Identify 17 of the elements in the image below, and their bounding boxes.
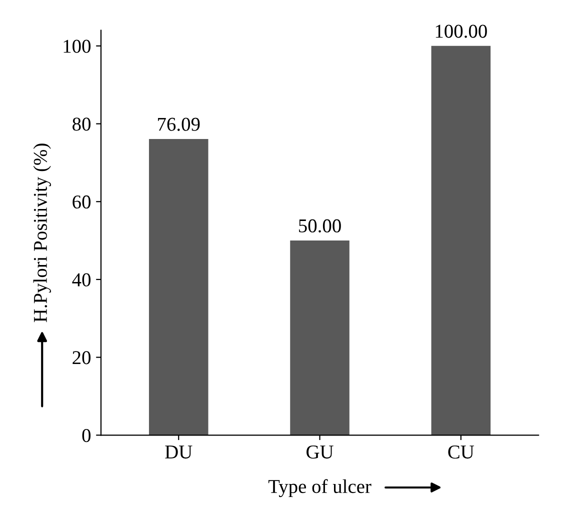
- x-tick-label: DU: [165, 446, 192, 459]
- bar: [290, 240, 350, 436]
- data-label: 100.00: [436, 24, 487, 38]
- bar: [148, 138, 208, 436]
- x-tick-label: CU: [448, 446, 474, 459]
- y-tick-label: 100: [64, 40, 91, 53]
- y-tick-label: 0: [82, 428, 91, 442]
- x-tick-label: GU: [306, 446, 334, 459]
- bar: [431, 46, 491, 436]
- y-tick-label: 80: [72, 118, 91, 131]
- x-axis-title: Type of ulcer: [268, 479, 372, 498]
- y-tick-label: 40: [72, 273, 91, 286]
- data-label: 50.00: [299, 219, 341, 233]
- data-label: 76.09: [158, 118, 200, 131]
- y-axis-title: H.Pylori Positivity (%): [33, 144, 51, 322]
- y-tick-label: 60: [72, 195, 91, 209]
- y-tick-label: 20: [72, 351, 91, 364]
